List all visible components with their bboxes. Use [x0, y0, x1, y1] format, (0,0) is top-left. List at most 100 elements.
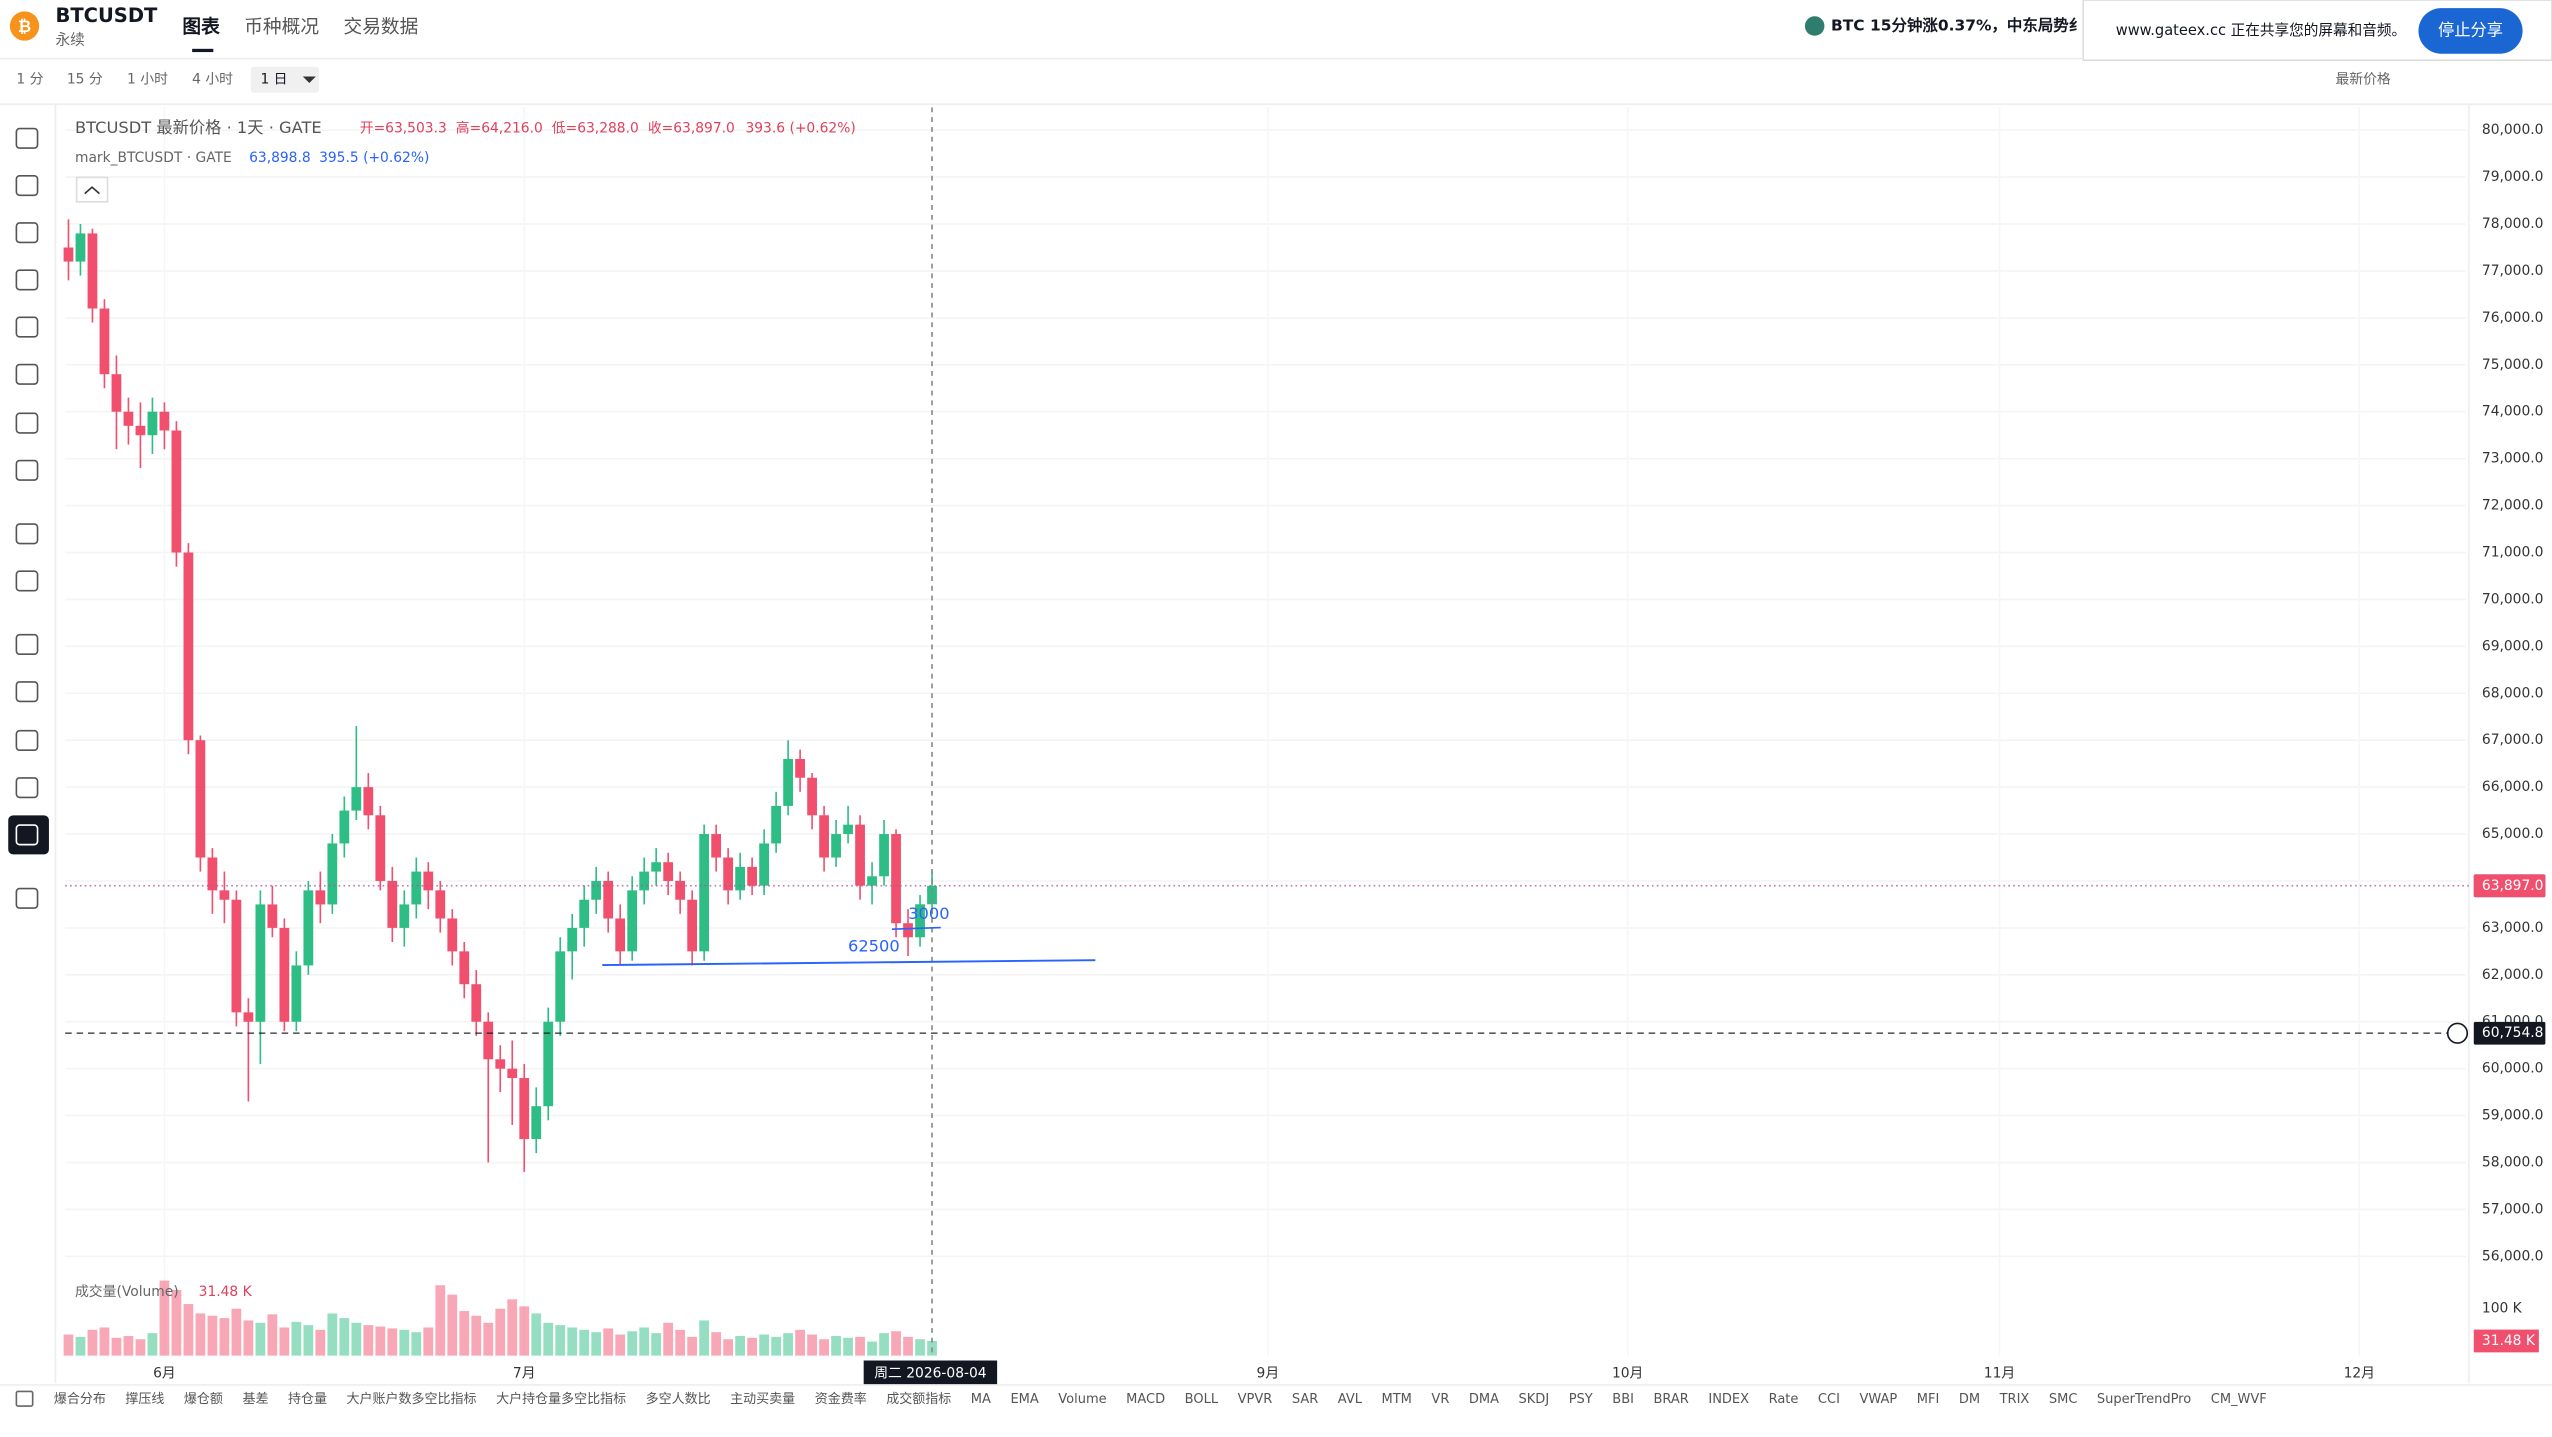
indicator-tab[interactable]: 爆仓额	[184, 1392, 223, 1407]
volume-bar	[483, 1322, 494, 1356]
volume-bar	[663, 1322, 674, 1356]
indicator-tab[interactable]: VWAP	[1859, 1392, 1897, 1407]
volume-bar	[447, 1294, 458, 1356]
volume-bar	[219, 1318, 230, 1356]
indicator-tab[interactable]: 撑压线	[125, 1392, 164, 1407]
volume-bar	[711, 1332, 722, 1356]
indicator-tab[interactable]: PSY	[1569, 1392, 1593, 1407]
candle-body	[87, 233, 98, 309]
volume-bar	[579, 1329, 590, 1356]
volume-bar	[915, 1339, 925, 1356]
drawing[interactable]	[891, 926, 941, 931]
indicator-tab[interactable]: 基差	[242, 1392, 268, 1407]
candle-body	[927, 885, 937, 905]
indicator-tab[interactable]: MA	[971, 1392, 991, 1407]
candle-body	[423, 871, 434, 891]
candle-body	[855, 824, 865, 886]
volume-bar	[687, 1336, 698, 1356]
indicator-tab[interactable]: BRAR	[1653, 1392, 1688, 1407]
collapse-button[interactable]	[75, 176, 109, 203]
volume-bar	[291, 1321, 302, 1356]
news-ticker[interactable]: BTC 15分钟涨0.37%，中东局势纟	[1831, 16, 2084, 35]
indicator-tab[interactable]: INDEX	[1708, 1392, 1749, 1407]
stop-share-label[interactable]: 停止分享	[2438, 20, 2503, 39]
tab[interactable]: 图表	[182, 16, 220, 38]
coin-logo-glyph: ₿	[18, 17, 31, 36]
candle-body	[339, 810, 350, 844]
indicator-tab[interactable]: DMA	[1469, 1392, 1499, 1407]
indicator-tab[interactable]: 爆合分布	[54, 1392, 106, 1407]
indicator-tab[interactable]: VR	[1431, 1392, 1449, 1407]
candle-body	[615, 918, 626, 952]
dropdown-caret[interactable]	[302, 76, 316, 83]
interval[interactable]: 15 分	[67, 72, 103, 88]
indicator-tab[interactable]: EMA	[1010, 1392, 1038, 1407]
tool-icon	[15, 316, 39, 338]
indicator-tab[interactable]: 大户持仓量多空比指标	[496, 1391, 626, 1407]
candle-body	[123, 411, 134, 426]
stop-share-button[interactable]	[2418, 8, 2523, 54]
x-tick-label: 7月	[513, 1366, 536, 1382]
tool-icon	[15, 887, 39, 909]
tab-underline	[192, 48, 214, 53]
indicator-tab[interactable]: 持仓量	[288, 1392, 327, 1407]
volume-bar	[159, 1280, 170, 1356]
interval[interactable]: 1 分	[16, 72, 43, 88]
tab[interactable]: 交易数据	[343, 17, 418, 38]
tab[interactable]: 币种概况	[244, 17, 319, 38]
volume-bar	[675, 1329, 686, 1356]
y-tick-label: 76,000.0	[2482, 310, 2544, 326]
indicator-tab[interactable]: DM	[1959, 1392, 1980, 1407]
volume-bar	[879, 1333, 889, 1356]
candle-body	[651, 862, 662, 872]
horizontal-drawing[interactable]	[602, 959, 1096, 967]
candle-body	[579, 899, 590, 928]
indicator-tab[interactable]: MTM	[1382, 1392, 1412, 1407]
price-type[interactable]: 最新价格	[2335, 72, 2390, 88]
annotation[interactable]: 62500	[848, 937, 900, 956]
indicator-tab[interactable]: AVL	[1338, 1392, 1363, 1407]
candle-body	[495, 1059, 506, 1069]
crosshair-date: 周二 2026-08-04	[874, 1366, 987, 1382]
volume-bar	[351, 1322, 362, 1356]
indicator-tab[interactable]: 资金费率	[815, 1391, 867, 1407]
indicator-tab[interactable]: TRIX	[1999, 1392, 2030, 1407]
interval[interactable]: 1 小时	[127, 72, 168, 88]
volume-bar	[555, 1325, 566, 1356]
annotation[interactable]: 3000	[908, 904, 949, 923]
indicator-tab[interactable]: 主动买卖量	[730, 1392, 795, 1407]
interval[interactable]: 4 小时	[192, 72, 233, 88]
indicator-tab[interactable]: 成交额指标	[886, 1391, 951, 1407]
candle-body	[531, 1106, 542, 1140]
indicator-tab[interactable]: MACD	[1126, 1392, 1165, 1407]
indicator-tab[interactable]: 多空人数比	[646, 1391, 711, 1407]
indicator-tab[interactable]: CCI	[1818, 1392, 1840, 1407]
indicator-tab[interactable]: Rate	[1769, 1392, 1799, 1407]
indicator-tab[interactable]: VPVR	[1238, 1392, 1273, 1407]
indicator-tab[interactable]: SMC	[2049, 1392, 2078, 1407]
indicator-tab[interactable]: MFI	[1917, 1392, 1940, 1407]
indicator-tab[interactable]: BBI	[1612, 1392, 1634, 1407]
volume-bar	[279, 1327, 290, 1356]
candle-body	[375, 815, 386, 881]
volume-tag	[2473, 1329, 2539, 1353]
indicator-tab[interactable]: SKDJ	[1519, 1392, 1550, 1407]
volume-bar	[327, 1313, 338, 1356]
candle-body	[183, 552, 194, 741]
indicator-tab[interactable]: SuperTrendPro	[2097, 1392, 2191, 1407]
indicator-tab[interactable]: SAR	[1292, 1392, 1318, 1407]
y-tick-label: 60,000.0	[2482, 1061, 2544, 1077]
volume-bar	[519, 1306, 530, 1356]
candle-body	[783, 758, 793, 806]
indicator-tab[interactable]: BOLL	[1185, 1392, 1219, 1407]
symbol[interactable]: BTCUSDT	[55, 4, 158, 27]
indicator-tab[interactable]: CM_WVF	[2211, 1392, 2267, 1407]
candle-body	[279, 927, 290, 1022]
volume-bar	[783, 1333, 793, 1356]
indicator-tab[interactable]: 大户账户数多空比指标	[347, 1391, 477, 1407]
candle-body	[111, 374, 122, 412]
x-tick-label: 11月	[1984, 1366, 2015, 1382]
indicator-tab[interactable]: Volume	[1058, 1392, 1106, 1407]
share-message: www.gateex.cc 正在共享您的屏幕和音频。	[2116, 22, 2406, 39]
interval[interactable]: 1 日	[260, 72, 287, 88]
